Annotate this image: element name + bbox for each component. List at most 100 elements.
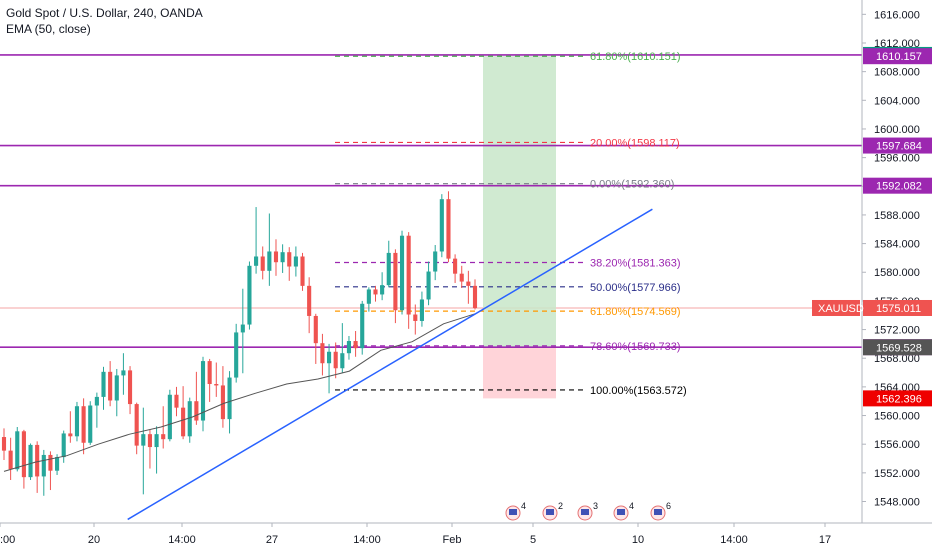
candle-up	[380, 285, 385, 295]
price-tick-label: 1556.000	[874, 439, 920, 451]
price-label-text: 1562.396	[876, 393, 922, 405]
price-axis	[862, 0, 932, 550]
ema-legend: EMA (50, close)	[6, 22, 91, 36]
candle-up	[240, 324, 245, 333]
flag-icon	[654, 509, 662, 515]
fib-level-label: 50.00%(1577.966)	[590, 282, 681, 294]
candle-up	[419, 299, 424, 321]
time-tick-label: 27	[266, 534, 278, 546]
flag-icon	[581, 509, 589, 515]
candle-down	[147, 434, 153, 448]
event-marker: 3	[577, 501, 598, 521]
time-tick-label: :00	[0, 534, 15, 546]
candle-up	[121, 370, 126, 376]
candle-up	[346, 341, 352, 354]
price-tick-label: 1588.000	[874, 210, 920, 222]
candle-down	[214, 384, 219, 386]
candle-down	[320, 343, 325, 364]
price-label-tag	[863, 177, 932, 194]
fib-level-label: 100.00%(1563.572)	[590, 385, 687, 397]
candle-down	[35, 444, 40, 477]
flag-icon	[509, 509, 517, 515]
candle-up	[187, 401, 192, 437]
candle-up	[340, 353, 345, 369]
candle-up	[154, 434, 159, 448]
candle-down	[81, 406, 86, 443]
candle-down	[108, 371, 113, 401]
candle-down	[446, 199, 451, 259]
chart-legend: Gold Spot / U.S. Dollar, 240, OANDA EMA …	[6, 5, 203, 37]
candle-up	[227, 377, 232, 420]
price-tick-label: 1604.000	[874, 95, 920, 107]
candle-down	[373, 289, 378, 295]
candle-down	[273, 251, 279, 263]
candle-down	[8, 450, 13, 470]
candle-down	[466, 281, 471, 286]
candle-down	[220, 385, 225, 420]
fib-level-label: 61.80%(1574.569)	[590, 306, 681, 318]
candle-up	[94, 396, 99, 406]
ema-line	[3, 313, 476, 472]
candle-up	[293, 256, 298, 267]
candle-up	[234, 332, 239, 378]
price-tick-label: 1608.000	[874, 67, 920, 79]
fib-level-label: 38.20%(1581.363)	[590, 257, 681, 269]
candle-up	[114, 375, 119, 401]
price-label-text: 1597.684	[876, 141, 922, 153]
price-tick-label: 1552.000	[874, 468, 920, 480]
price-label-text: 1610.157	[876, 51, 922, 63]
candle-down	[260, 256, 265, 271]
candle-up	[15, 431, 20, 470]
event-marker-count: 6	[666, 501, 671, 511]
event-marker: 4	[613, 501, 634, 521]
candle-up	[28, 444, 33, 478]
trendline	[127, 208, 653, 521]
flag-icon	[546, 509, 554, 515]
fib-level-label: 78.60%(1569.733)	[590, 341, 681, 353]
candle-down	[1, 437, 7, 451]
candle-up	[439, 199, 444, 252]
candle-down	[21, 431, 26, 478]
fib-level-label: 0.00%(1592.360)	[590, 179, 674, 191]
price-tick-label: 1596.000	[874, 153, 920, 165]
candle-up	[200, 361, 206, 421]
candle-down	[472, 285, 478, 309]
time-tick-label: 17	[819, 534, 831, 546]
candle-down	[307, 285, 312, 316]
price-tick-label: 1560.000	[874, 411, 920, 423]
candle-up	[386, 252, 391, 286]
symbol-tag-text: XAUUSD	[818, 303, 864, 315]
event-marker-count: 4	[521, 501, 526, 511]
price-label-tag	[863, 299, 932, 316]
price-tick-label: 1568.000	[874, 353, 920, 365]
candle-down	[48, 454, 53, 471]
price-label-tag	[863, 339, 932, 356]
candle-down	[134, 404, 139, 446]
candle-up	[41, 454, 46, 477]
candle-up	[267, 251, 272, 271]
flag-icon	[617, 509, 625, 515]
profit-zone	[483, 56, 556, 348]
time-axis	[0, 523, 932, 550]
price-tick-label: 1616.000	[874, 9, 920, 21]
event-marker: 6	[650, 501, 671, 521]
event-marker-count: 3	[593, 501, 598, 511]
price-tick-label: 1584.000	[874, 239, 920, 251]
candle-down	[393, 252, 398, 311]
candle-up	[74, 406, 80, 437]
price-label-text: 1569.528	[876, 342, 922, 354]
candle-up	[247, 265, 252, 325]
price-tick-label: 1572.000	[874, 325, 920, 337]
candle-up	[426, 271, 431, 300]
candle-down	[181, 407, 186, 437]
candle-up	[326, 351, 332, 364]
candle-up	[101, 371, 106, 397]
candle-down	[459, 273, 464, 282]
candle-down	[333, 351, 338, 369]
candle-down	[127, 370, 133, 405]
chart-title: Gold Spot / U.S. Dollar, 240, OANDA	[6, 6, 203, 20]
candle-down	[287, 252, 292, 267]
